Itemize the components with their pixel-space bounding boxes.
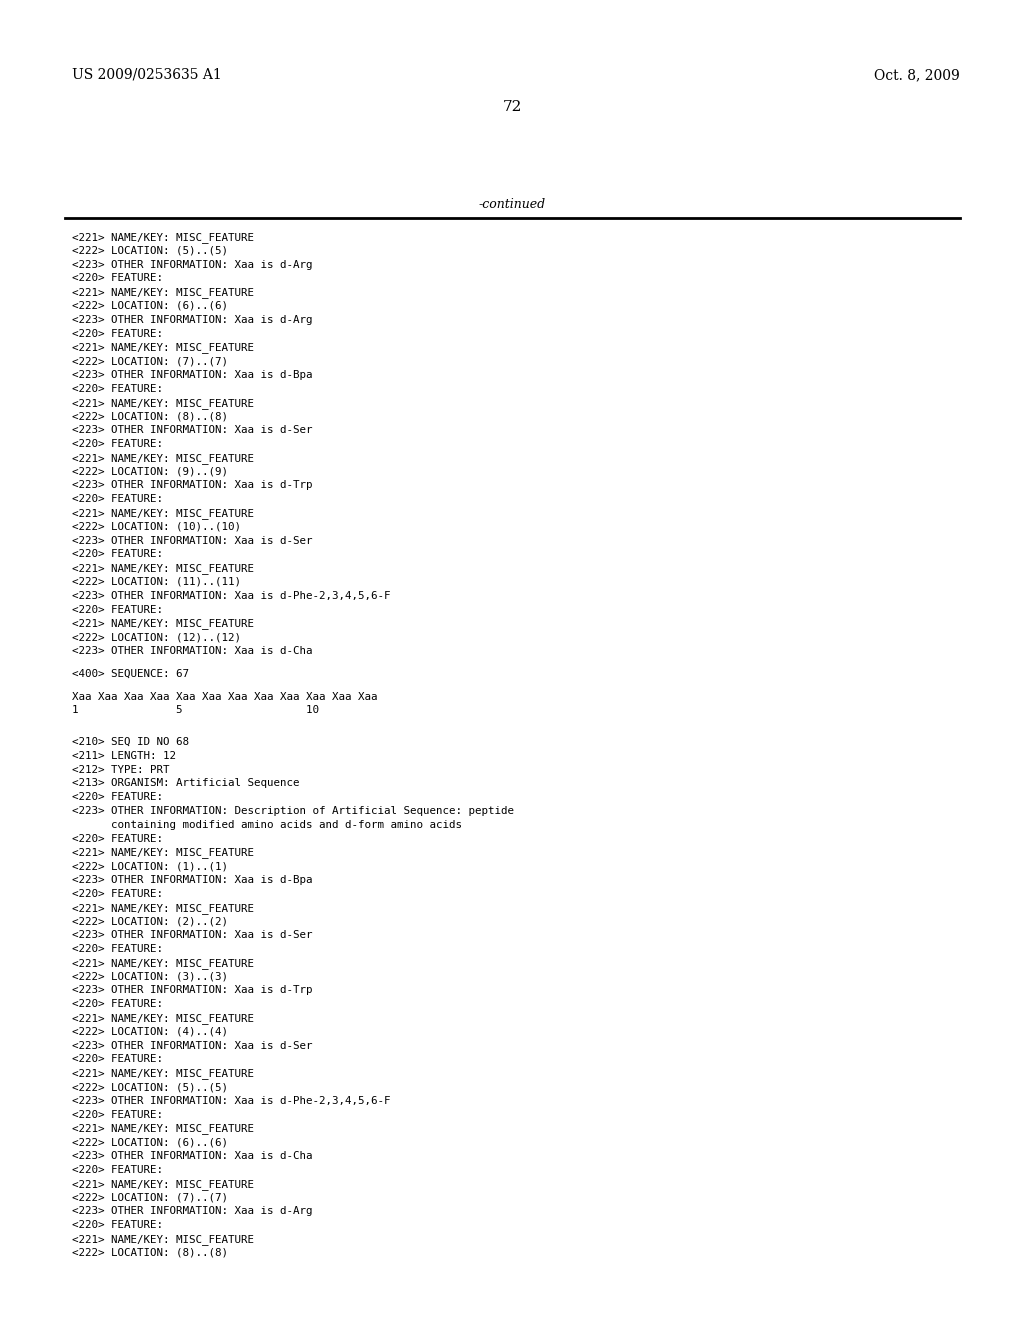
Text: <223> OTHER INFORMATION: Xaa is d-Ser: <223> OTHER INFORMATION: Xaa is d-Ser (72, 1040, 312, 1051)
Text: <220> FEATURE:: <220> FEATURE: (72, 999, 163, 1010)
Text: <223> OTHER INFORMATION: Xaa is d-Arg: <223> OTHER INFORMATION: Xaa is d-Arg (72, 1206, 312, 1216)
Text: <223> OTHER INFORMATION: Xaa is d-Trp: <223> OTHER INFORMATION: Xaa is d-Trp (72, 986, 312, 995)
Text: 72: 72 (503, 100, 521, 114)
Text: Xaa Xaa Xaa Xaa Xaa Xaa Xaa Xaa Xaa Xaa Xaa Xaa: Xaa Xaa Xaa Xaa Xaa Xaa Xaa Xaa Xaa Xaa … (72, 692, 378, 701)
Text: <210> SEQ ID NO 68: <210> SEQ ID NO 68 (72, 737, 189, 747)
Text: <220> FEATURE:: <220> FEATURE: (72, 549, 163, 560)
Text: <212> TYPE: PRT: <212> TYPE: PRT (72, 764, 170, 775)
Text: <221> NAME/KEY: MISC_FEATURE: <221> NAME/KEY: MISC_FEATURE (72, 618, 254, 630)
Text: <221> NAME/KEY: MISC_FEATURE: <221> NAME/KEY: MISC_FEATURE (72, 397, 254, 408)
Text: <223> OTHER INFORMATION: Xaa is d-Phe-2,3,4,5,6-F: <223> OTHER INFORMATION: Xaa is d-Phe-2,… (72, 591, 390, 601)
Text: <221> NAME/KEY: MISC_FEATURE: <221> NAME/KEY: MISC_FEATURE (72, 288, 254, 298)
Text: <222> LOCATION: (5)..(5): <222> LOCATION: (5)..(5) (72, 246, 228, 256)
Text: <220> FEATURE:: <220> FEATURE: (72, 440, 163, 449)
Text: <221> NAME/KEY: MISC_FEATURE: <221> NAME/KEY: MISC_FEATURE (72, 1123, 254, 1134)
Text: <220> FEATURE:: <220> FEATURE: (72, 834, 163, 843)
Text: <222> LOCATION: (10)..(10): <222> LOCATION: (10)..(10) (72, 521, 241, 532)
Text: <221> NAME/KEY: MISC_FEATURE: <221> NAME/KEY: MISC_FEATURE (72, 453, 254, 463)
Text: <220> FEATURE:: <220> FEATURE: (72, 792, 163, 803)
Text: <220> FEATURE:: <220> FEATURE: (72, 1164, 163, 1175)
Text: <220> FEATURE:: <220> FEATURE: (72, 494, 163, 504)
Text: <221> NAME/KEY: MISC_FEATURE: <221> NAME/KEY: MISC_FEATURE (72, 342, 254, 354)
Text: <223> OTHER INFORMATION: Xaa is d-Cha: <223> OTHER INFORMATION: Xaa is d-Cha (72, 1151, 312, 1162)
Text: <223> OTHER INFORMATION: Xaa is d-Bpa: <223> OTHER INFORMATION: Xaa is d-Bpa (72, 875, 312, 886)
Text: <222> LOCATION: (2)..(2): <222> LOCATION: (2)..(2) (72, 916, 228, 927)
Text: <221> NAME/KEY: MISC_FEATURE: <221> NAME/KEY: MISC_FEATURE (72, 1179, 254, 1189)
Text: <223> OTHER INFORMATION: Xaa is d-Cha: <223> OTHER INFORMATION: Xaa is d-Cha (72, 645, 312, 656)
Text: <223> OTHER INFORMATION: Xaa is d-Bpa: <223> OTHER INFORMATION: Xaa is d-Bpa (72, 370, 312, 380)
Text: <222> LOCATION: (3)..(3): <222> LOCATION: (3)..(3) (72, 972, 228, 982)
Text: <222> LOCATION: (7)..(7): <222> LOCATION: (7)..(7) (72, 356, 228, 366)
Text: <220> FEATURE:: <220> FEATURE: (72, 1110, 163, 1119)
Text: <222> LOCATION: (9)..(9): <222> LOCATION: (9)..(9) (72, 466, 228, 477)
Text: <220> FEATURE:: <220> FEATURE: (72, 1055, 163, 1064)
Text: <222> LOCATION: (8)..(8): <222> LOCATION: (8)..(8) (72, 1247, 228, 1258)
Text: <221> NAME/KEY: MISC_FEATURE: <221> NAME/KEY: MISC_FEATURE (72, 508, 254, 519)
Text: <221> NAME/KEY: MISC_FEATURE: <221> NAME/KEY: MISC_FEATURE (72, 564, 254, 574)
Text: <221> NAME/KEY: MISC_FEATURE: <221> NAME/KEY: MISC_FEATURE (72, 847, 254, 858)
Text: US 2009/0253635 A1: US 2009/0253635 A1 (72, 69, 222, 82)
Text: <222> LOCATION: (12)..(12): <222> LOCATION: (12)..(12) (72, 632, 241, 643)
Text: <222> LOCATION: (7)..(7): <222> LOCATION: (7)..(7) (72, 1192, 228, 1203)
Text: 1               5                   10: 1 5 10 (72, 705, 319, 715)
Text: <220> FEATURE:: <220> FEATURE: (72, 944, 163, 954)
Text: <223> OTHER INFORMATION: Xaa is d-Ser: <223> OTHER INFORMATION: Xaa is d-Ser (72, 536, 312, 545)
Text: <221> NAME/KEY: MISC_FEATURE: <221> NAME/KEY: MISC_FEATURE (72, 1068, 254, 1080)
Text: <220> FEATURE:: <220> FEATURE: (72, 605, 163, 615)
Text: <223> OTHER INFORMATION: Xaa is d-Phe-2,3,4,5,6-F: <223> OTHER INFORMATION: Xaa is d-Phe-2,… (72, 1096, 390, 1106)
Text: <223> OTHER INFORMATION: Xaa is d-Arg: <223> OTHER INFORMATION: Xaa is d-Arg (72, 260, 312, 269)
Text: <221> NAME/KEY: MISC_FEATURE: <221> NAME/KEY: MISC_FEATURE (72, 958, 254, 969)
Text: <222> LOCATION: (6)..(6): <222> LOCATION: (6)..(6) (72, 301, 228, 312)
Text: <222> LOCATION: (11)..(11): <222> LOCATION: (11)..(11) (72, 577, 241, 587)
Text: <211> LENGTH: 12: <211> LENGTH: 12 (72, 751, 176, 760)
Text: <222> LOCATION: (4)..(4): <222> LOCATION: (4)..(4) (72, 1027, 228, 1038)
Text: <221> NAME/KEY: MISC_FEATURE: <221> NAME/KEY: MISC_FEATURE (72, 1234, 254, 1245)
Text: <223> OTHER INFORMATION: Description of Artificial Sequence: peptide: <223> OTHER INFORMATION: Description of … (72, 807, 514, 816)
Text: <223> OTHER INFORMATION: Xaa is d-Arg: <223> OTHER INFORMATION: Xaa is d-Arg (72, 314, 312, 325)
Text: <400> SEQUENCE: 67: <400> SEQUENCE: 67 (72, 669, 189, 678)
Text: <223> OTHER INFORMATION: Xaa is d-Ser: <223> OTHER INFORMATION: Xaa is d-Ser (72, 931, 312, 940)
Text: <222> LOCATION: (6)..(6): <222> LOCATION: (6)..(6) (72, 1138, 228, 1147)
Text: <220> FEATURE:: <220> FEATURE: (72, 1220, 163, 1230)
Text: <220> FEATURE:: <220> FEATURE: (72, 329, 163, 339)
Text: -continued: -continued (478, 198, 546, 211)
Text: <222> LOCATION: (8)..(8): <222> LOCATION: (8)..(8) (72, 412, 228, 421)
Text: <220> FEATURE:: <220> FEATURE: (72, 888, 163, 899)
Text: <221> NAME/KEY: MISC_FEATURE: <221> NAME/KEY: MISC_FEATURE (72, 232, 254, 243)
Text: <223> OTHER INFORMATION: Xaa is d-Trp: <223> OTHER INFORMATION: Xaa is d-Trp (72, 480, 312, 491)
Text: <220> FEATURE:: <220> FEATURE: (72, 384, 163, 393)
Text: <223> OTHER INFORMATION: Xaa is d-Ser: <223> OTHER INFORMATION: Xaa is d-Ser (72, 425, 312, 436)
Text: Oct. 8, 2009: Oct. 8, 2009 (874, 69, 961, 82)
Text: containing modified amino acids and d-form amino acids: containing modified amino acids and d-fo… (72, 820, 462, 830)
Text: <213> ORGANISM: Artificial Sequence: <213> ORGANISM: Artificial Sequence (72, 779, 299, 788)
Text: <221> NAME/KEY: MISC_FEATURE: <221> NAME/KEY: MISC_FEATURE (72, 1012, 254, 1024)
Text: <220> FEATURE:: <220> FEATURE: (72, 273, 163, 284)
Text: <222> LOCATION: (1)..(1): <222> LOCATION: (1)..(1) (72, 861, 228, 871)
Text: <221> NAME/KEY: MISC_FEATURE: <221> NAME/KEY: MISC_FEATURE (72, 903, 254, 913)
Text: <222> LOCATION: (5)..(5): <222> LOCATION: (5)..(5) (72, 1082, 228, 1092)
